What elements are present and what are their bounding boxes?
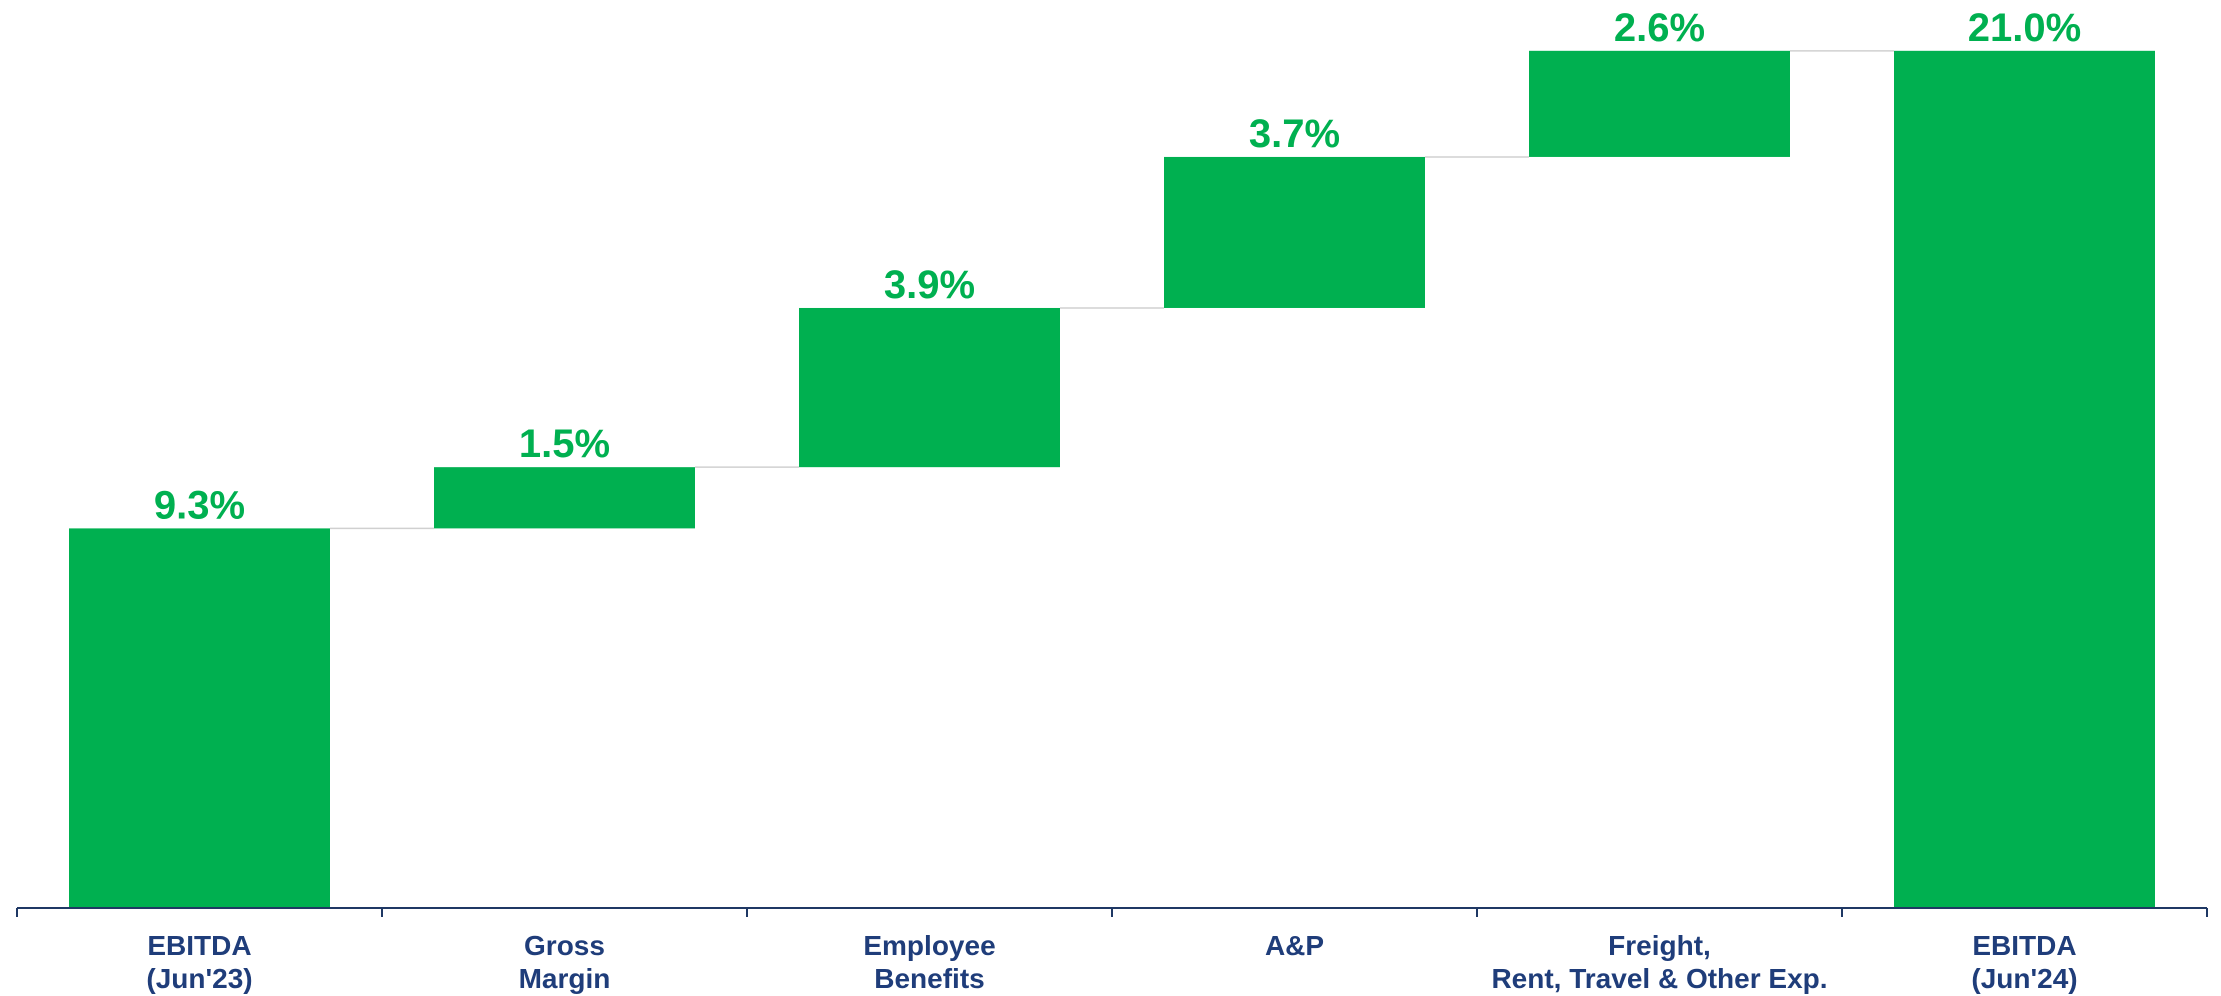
x-tick-label: Rent, Travel & Other Exp. xyxy=(1491,963,1827,994)
x-tick-label: Freight, xyxy=(1608,930,1711,961)
value-label: 21.0% xyxy=(1968,6,2081,50)
x-tick-label: Employee xyxy=(863,930,995,961)
x-tick-label: (Jun'24) xyxy=(1971,963,2077,994)
value-label: 9.3% xyxy=(154,483,245,527)
x-tick-label: Gross xyxy=(524,930,605,961)
bar xyxy=(69,528,330,908)
bar xyxy=(434,467,695,529)
bar xyxy=(1529,50,1790,157)
x-tick-label: A&P xyxy=(1265,930,1324,961)
bar xyxy=(1894,50,2155,909)
x-tick-label: EBITDA xyxy=(1972,930,2076,961)
x-tick-label: Benefits xyxy=(874,963,984,994)
value-label: 1.5% xyxy=(519,422,610,466)
x-tick-label: Margin xyxy=(519,963,611,994)
x-tick-label: EBITDA xyxy=(147,930,251,961)
value-label: 3.9% xyxy=(884,263,975,307)
value-label: 3.7% xyxy=(1249,112,1340,156)
value-label: 2.6% xyxy=(1614,6,1705,50)
bar xyxy=(1164,156,1425,308)
x-tick-label: (Jun'23) xyxy=(146,963,252,994)
bar xyxy=(799,307,1060,468)
